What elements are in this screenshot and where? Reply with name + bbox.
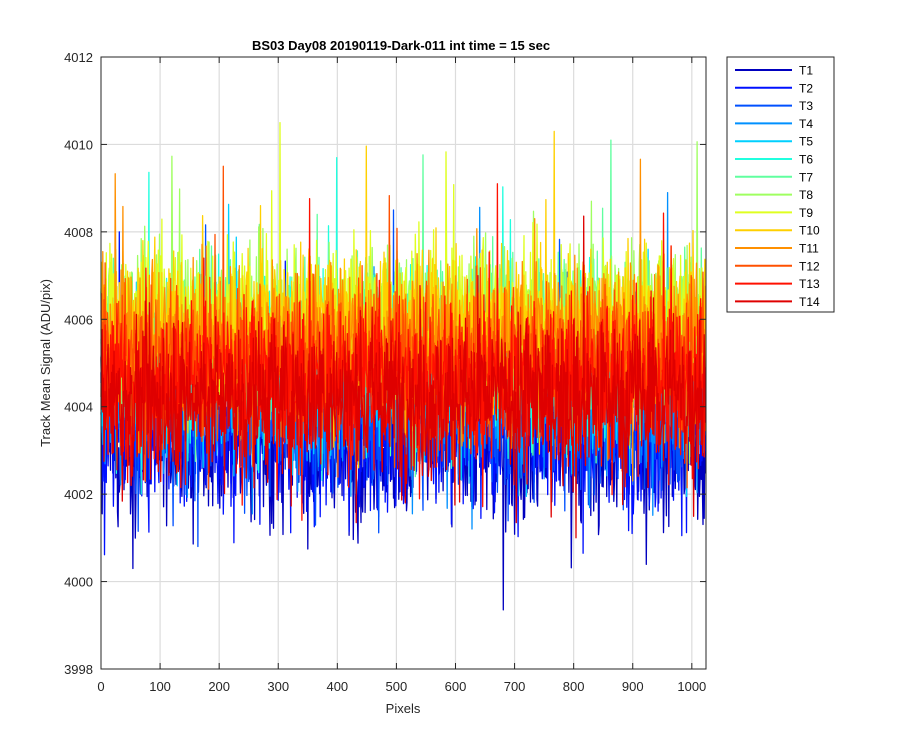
y-tick-label: 4004 xyxy=(64,400,93,415)
x-tick-label: 500 xyxy=(386,679,408,694)
legend-label-t1: T1 xyxy=(799,64,813,78)
legend-label-t13: T13 xyxy=(799,277,820,291)
x-tick-label: 700 xyxy=(504,679,526,694)
legend-box xyxy=(726,56,835,313)
legend-label-t9: T9 xyxy=(799,206,813,220)
legend-label-t11: T11 xyxy=(799,242,819,256)
legend-label-t10: T10 xyxy=(799,224,820,238)
axes-box xyxy=(100,56,707,670)
y-axis-label: Track Mean Signal (ADU/pix) xyxy=(38,279,53,447)
x-tick-label: 900 xyxy=(622,679,644,694)
legend: T1 T2 T3 T4 T5 T6 T7 T8 T9 T10 T11 T12 T13 T14 xyxy=(726,56,835,313)
chart-title: BS03 Day08 20190119-Dark-011 int time = … xyxy=(252,38,550,53)
x-axis-ticks: 0 100 200 300 400 500 600 700 800 900 1000 xyxy=(97,57,706,694)
y-tick-label: 4002 xyxy=(64,487,93,502)
y-tick-label: 4012 xyxy=(64,50,93,65)
series-line-t12 xyxy=(100,165,707,490)
legend-label-t8: T8 xyxy=(799,188,813,202)
legend-label-t14: T14 xyxy=(799,295,820,309)
y-tick-label: 4000 xyxy=(64,575,93,590)
y-axis-ticks: 3998 4000 4002 4004 4006 4008 4010 4012 xyxy=(64,50,706,677)
x-tick-label: 200 xyxy=(208,679,230,694)
x-tick-label: 300 xyxy=(267,679,289,694)
legend-label-t2: T2 xyxy=(799,81,813,95)
y-tick-label: 3998 xyxy=(64,662,93,677)
legend-label-t3: T3 xyxy=(799,99,813,113)
x-tick-label: 400 xyxy=(326,679,348,694)
x-tick-label: 600 xyxy=(445,679,467,694)
legend-label-t12: T12 xyxy=(799,259,820,273)
legend-label-t5: T5 xyxy=(799,135,813,149)
x-tick-label: 100 xyxy=(149,679,171,694)
series-lines xyxy=(100,121,707,611)
legend-label-t4: T4 xyxy=(799,117,813,131)
x-axis-label: Pixels xyxy=(386,701,421,716)
x-tick-label: 800 xyxy=(563,679,585,694)
x-tick-label: 1000 xyxy=(677,679,706,694)
x-tick-label: 0 xyxy=(97,679,104,694)
y-tick-label: 4008 xyxy=(64,225,93,240)
y-tick-label: 4010 xyxy=(64,137,93,152)
legend-label-t6: T6 xyxy=(799,153,813,167)
y-tick-label: 4006 xyxy=(64,312,93,327)
legend-label-t7: T7 xyxy=(799,170,813,184)
series-line-t14 xyxy=(100,215,707,539)
